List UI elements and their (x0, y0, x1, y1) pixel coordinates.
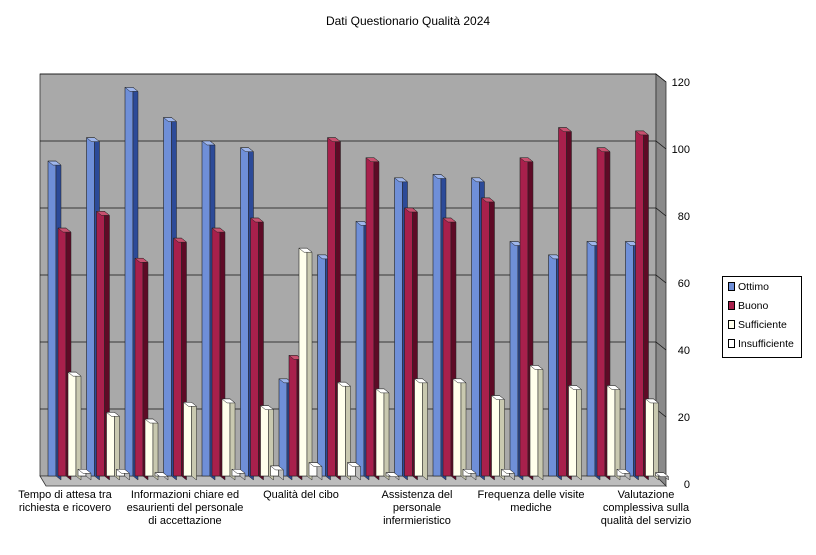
legend: Ottimo Buono Sufficiente Insufficiente (722, 276, 802, 358)
bar-insufficiente-8 (346, 462, 362, 481)
bar-sufficiente-14 (567, 385, 583, 481)
bar-sufficiente-2 (105, 411, 121, 481)
gridline-side-80 (655, 207, 667, 217)
legend-item-insufficiente: Insufficiente (723, 334, 801, 353)
x-label-2: Informazioni chiare ed esaurienti del pe… (126, 489, 244, 527)
bar-sufficiente-3 (144, 418, 159, 481)
y-tick-label-40: 40 (678, 345, 690, 357)
bars (47, 86, 670, 481)
bar-insufficiente-3 (154, 472, 169, 481)
bar-insufficiente-2 (115, 468, 131, 481)
gridline-side-120 (655, 73, 667, 83)
chart-title: Dati Questionario Qualità 2024 (325, 14, 491, 28)
bar-sufficiente-8 (336, 381, 352, 481)
bar-insufficiente-6 (269, 465, 285, 481)
bar-sufficiente-10 (413, 378, 429, 481)
gridline-side-100 (655, 140, 667, 150)
bar-insufficiente-5 (231, 468, 246, 481)
x-label-5: Frequenza delle visite mediche (477, 489, 585, 514)
y-axis-ticks: 0 20 40 60 80 100 120 (672, 77, 690, 491)
bar-insufficiente-11 (462, 468, 477, 481)
bar-sufficiente-5 (221, 398, 236, 481)
bar-buono-4 (172, 237, 188, 481)
bar-insufficiente-7 (308, 462, 323, 481)
gridline-side-60 (655, 274, 667, 284)
x-label-6: Valutazione complessiva sulla qualità de… (600, 489, 692, 527)
bar-sufficiente-15 (606, 385, 621, 481)
x-label-1: Tempo di attesa tra richiesta e ricovero (18, 489, 112, 514)
bar-insufficiente-12 (500, 468, 516, 481)
bar-sufficiente-12 (490, 395, 506, 481)
x-label-3: Qualità del cibo (263, 489, 339, 501)
legend-item-ottimo: Ottimo (723, 277, 801, 296)
y-tick-label-120: 120 (672, 77, 690, 89)
bar-insufficiente-9 (385, 472, 400, 481)
legend-swatch-buono (728, 301, 735, 310)
y-tick-label-20: 20 (678, 412, 690, 424)
bar-insufficiente-15 (616, 468, 631, 481)
bar-buono-16 (634, 130, 650, 481)
legend-label-sufficiente: Sufficiente (738, 318, 787, 331)
chart-floor (39, 475, 667, 487)
gridline-side-40 (655, 341, 667, 351)
bar-sufficiente-13 (529, 364, 544, 481)
legend-item-sufficiente: Sufficiente (723, 315, 801, 334)
y-tick-label-60: 60 (678, 278, 690, 290)
bar-sufficiente-6 (259, 405, 275, 481)
legend-label-buono: Buono (738, 299, 769, 312)
legend-item-buono: Buono (723, 296, 801, 315)
bar-sufficiente-11 (452, 378, 467, 481)
bar-buono-6 (249, 217, 265, 481)
legend-label-ottimo: Ottimo (738, 280, 769, 293)
y-tick-label-0: 0 (684, 479, 690, 491)
x-label-4: Assistenza del personale infermieristico (381, 489, 453, 527)
bar-sufficiente-4 (182, 401, 198, 481)
legend-swatch-ottimo (728, 282, 735, 291)
legend-swatch-sufficiente (728, 320, 735, 329)
bar-sufficiente-1 (67, 371, 82, 481)
bar-insufficiente-16 (654, 472, 670, 481)
y-tick-label-80: 80 (678, 211, 690, 223)
bar-sufficiente-9 (375, 388, 390, 481)
legend-swatch-insufficiente (728, 339, 735, 348)
bar-insufficiente-1 (77, 468, 92, 481)
bar-sufficiente-7 (298, 247, 313, 481)
bar-sufficiente-16 (644, 398, 660, 481)
y-tick-label-100: 100 (672, 144, 690, 156)
legend-label-insufficiente: Insufficiente (738, 337, 794, 350)
